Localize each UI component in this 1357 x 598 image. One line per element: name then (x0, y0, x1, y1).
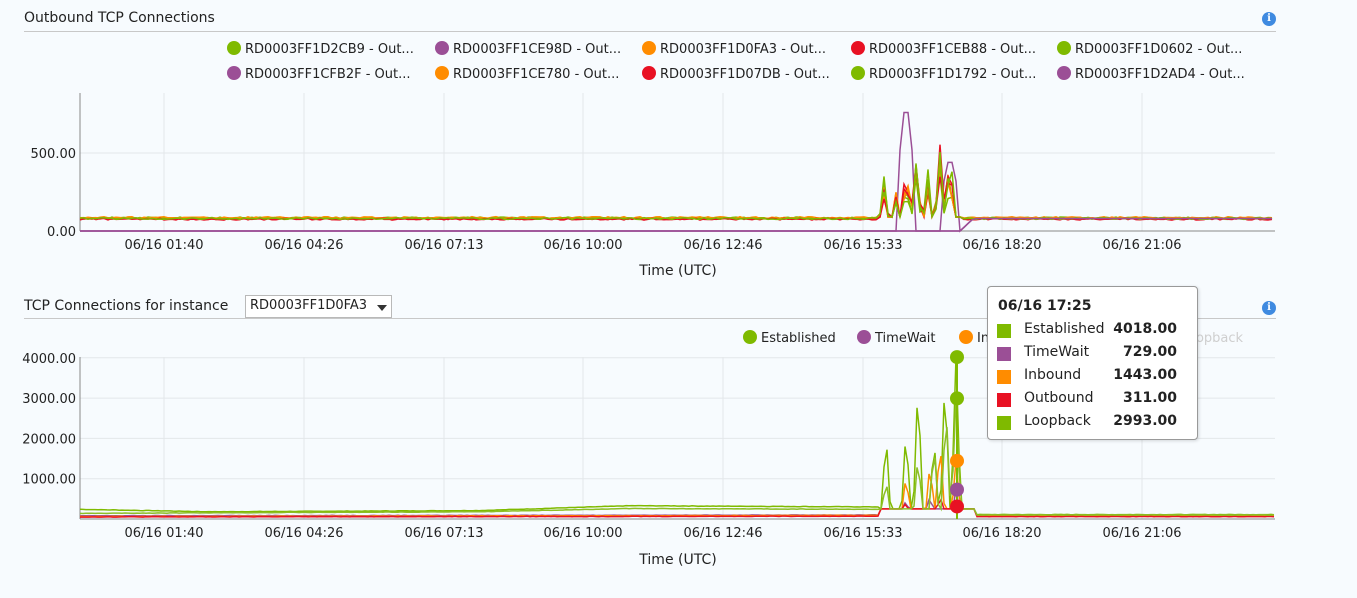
y-tick-label: 4000.00 (22, 352, 76, 367)
x-tick-label: 06/16 15:33 (823, 526, 902, 541)
series-line (80, 456, 1274, 517)
tooltip-swatch (997, 393, 1011, 407)
tooltip-row: Inbound 1443.00 (997, 367, 1187, 387)
x-tick-label: 06/16 01:40 (124, 238, 203, 253)
y-tick-label: 0.00 (47, 225, 76, 240)
y-tick-label: 500.00 (31, 147, 77, 162)
series-line (80, 152, 1272, 219)
x-tick-label: 06/16 21:06 (1102, 238, 1181, 253)
tooltip-series-name: Loopback (1024, 413, 1091, 429)
x-tick-label: 06/16 12:46 (683, 238, 762, 253)
series-line (80, 145, 1272, 220)
series-line (80, 165, 1272, 220)
x-axis-title: Time (UTC) (638, 552, 716, 568)
series-line (80, 158, 1272, 219)
hover-marker (950, 454, 964, 468)
y-tick-label: 2000.00 (22, 432, 76, 447)
x-tick-label: 06/16 04:26 (264, 526, 343, 541)
series-line (80, 164, 1272, 219)
x-tick-label: 06/16 07:13 (404, 526, 483, 541)
hover-marker (950, 350, 964, 364)
y-tick-label: 3000.00 (22, 392, 76, 407)
series-line (80, 219, 1272, 232)
tooltip-series-value: 4018.00 (1113, 321, 1177, 337)
tooltip-row: TimeWait 729.00 (997, 344, 1187, 364)
series-line (80, 169, 1272, 219)
tooltip-series-value: 1443.00 (1113, 367, 1177, 383)
tooltip-series-name: Outbound (1024, 390, 1093, 406)
tooltip-swatch (997, 370, 1011, 384)
x-tick-label: 06/16 10:00 (543, 526, 622, 541)
x-tick-label: 06/16 18:20 (962, 526, 1041, 541)
tooltip-series-value: 729.00 (1123, 344, 1177, 360)
series-line (80, 219, 1272, 232)
tooltip-series-name: TimeWait (1024, 344, 1089, 360)
tooltip-swatch (997, 324, 1011, 338)
tooltip-row: Loopback 2993.00 (997, 413, 1187, 433)
hover-marker (950, 499, 964, 513)
x-tick-label: 06/16 21:06 (1102, 526, 1181, 541)
chart-tooltip: 06/16 17:25 Established 4018.00 TimeWait 72… (987, 286, 1198, 440)
x-tick-label: 06/16 04:26 (264, 238, 343, 253)
tooltip-series-value: 2993.00 (1113, 413, 1177, 429)
tooltip-swatch (997, 347, 1011, 361)
series-line (80, 113, 1272, 232)
x-tick-label: 06/16 15:33 (823, 238, 902, 253)
tooltip-time: 06/16 17:25 (998, 298, 1092, 314)
tooltip-series-value: 311.00 (1123, 390, 1177, 406)
x-axis-title: Time (UTC) (638, 263, 716, 279)
x-tick-label: 06/16 10:00 (543, 238, 622, 253)
x-tick-label: 06/16 18:20 (962, 238, 1041, 253)
x-tick-label: 06/16 07:13 (404, 238, 483, 253)
y-tick-label: 1000.00 (22, 473, 76, 488)
tooltip-swatch (997, 416, 1011, 430)
tooltip-series-name: Inbound (1024, 367, 1081, 383)
tooltip-row: Outbound 311.00 (997, 390, 1187, 410)
tooltip-row: Established 4018.00 (997, 321, 1187, 341)
x-tick-label: 06/16 01:40 (124, 526, 203, 541)
hover-marker (950, 483, 964, 497)
hover-marker (950, 391, 964, 405)
tooltip-series-name: Established (1024, 321, 1105, 337)
series-line (80, 169, 1272, 219)
x-tick-label: 06/16 12:46 (683, 526, 762, 541)
